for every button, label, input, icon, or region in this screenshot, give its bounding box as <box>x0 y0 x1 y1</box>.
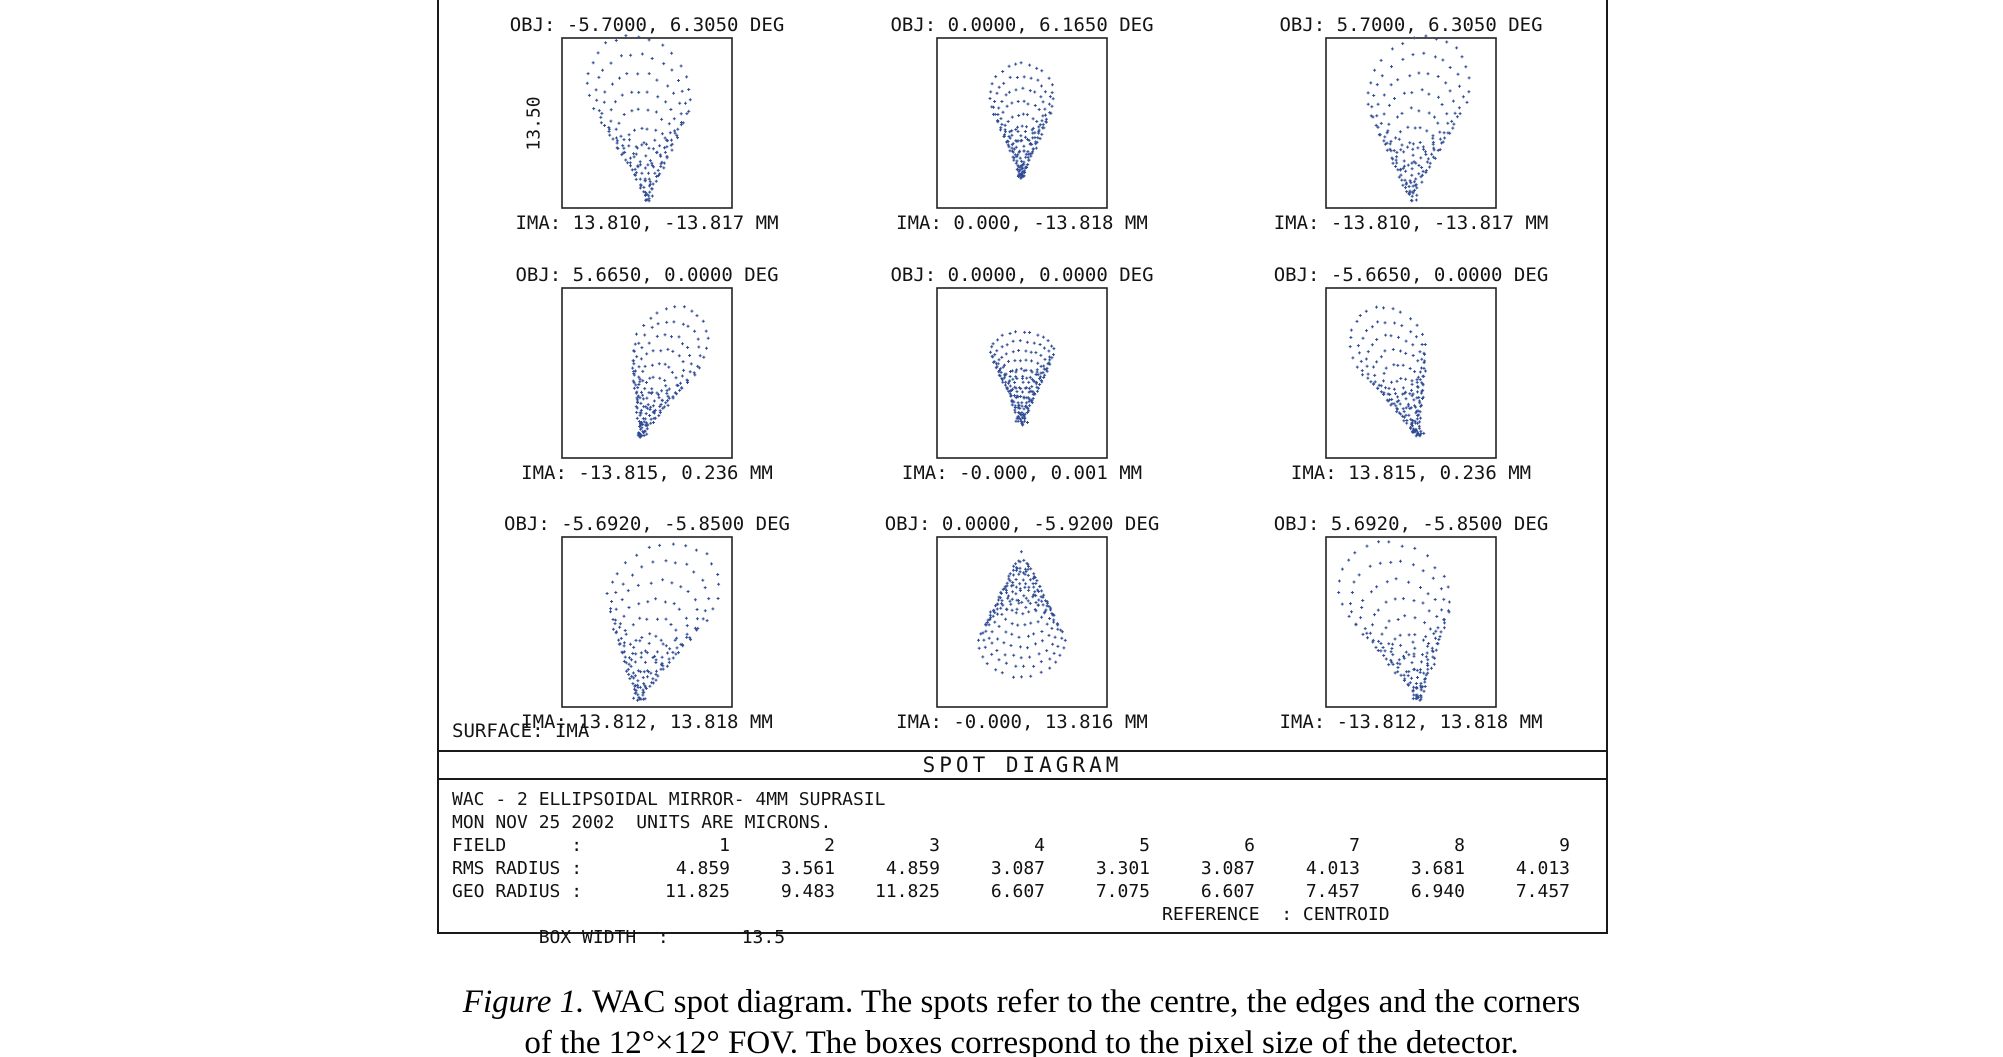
geo-value: 6.940 <box>1410 881 1465 902</box>
field-value: 2 <box>824 835 835 856</box>
spot-plot-field-3 <box>1325 34 1497 209</box>
ima-label: IMA: -0.000, 0.001 MM <box>901 462 1143 484</box>
geo-value: 11.825 <box>664 881 730 902</box>
ima-label: IMA: 0.000, -13.818 MM <box>896 212 1148 234</box>
obj-label: OBJ: 0.0000, 6.1650 DEG <box>890 14 1154 36</box>
field-value: 9 <box>1559 835 1570 856</box>
caption-line-1: Figure 1. WAC spot diagram. The spots re… <box>0 982 2003 1023</box>
spot-plot-field-8 <box>936 536 1108 708</box>
rms-value: 3.087 <box>990 858 1045 879</box>
rms-value: 3.301 <box>1095 858 1150 879</box>
spot-box <box>561 37 733 209</box>
spot-cell-field-3: OBJ: 5.7000, 6.3050 DEG IMA: -13.810, -1… <box>1241 14 1581 246</box>
spot-cell-field-8: OBJ: 0.0000, -5.9200 DEG IMA: -0.000, 13… <box>852 513 1192 745</box>
field-data-table: FIELD : 1 2 3 4 5 6 7 8 9 RMS RADIUS : 4… <box>439 834 1606 903</box>
spot-plot-field-4 <box>561 287 733 459</box>
spot-box <box>1325 37 1497 209</box>
obj-label: OBJ: -5.7000, 6.3050 DEG <box>509 14 785 36</box>
ima-label: IMA: -0.000, 13.816 MM <box>896 711 1148 733</box>
spot-plot-field-1 <box>561 34 733 209</box>
rms-value: 3.561 <box>780 858 835 879</box>
rms-value: 3.087 <box>1200 858 1255 879</box>
box-width-value: 13.5 <box>741 927 786 948</box>
spot-cell-field-7: OBJ: -5.6920, -5.8500 DEG IMA: 13.812, 1… <box>477 513 817 745</box>
box-width-row: BOX WIDTH : 13.5 REFERENCE : CENTROID <box>439 903 1606 948</box>
ima-label: IMA: 13.815, 0.236 MM <box>1290 462 1532 484</box>
spot-cell-field-1: OBJ: -5.7000, 6.3050 DEG IMA: 13.810, -1… <box>477 14 817 246</box>
figure-caption: Figure 1. WAC spot diagram. The spots re… <box>0 982 2003 1057</box>
obj-label: OBJ: 0.0000, -5.9200 DEG <box>884 513 1160 535</box>
field-value: 1 <box>719 835 730 856</box>
spot-cell-field-5: OBJ: 0.0000, 0.0000 DEG IMA: -0.000, 0.0… <box>852 264 1192 496</box>
spot-plot-field-6 <box>1325 287 1497 459</box>
spot-diagram-frame: 13.50 OBJ: -5.7000, 6.3050 DEG IMA: 13.8… <box>437 0 1608 948</box>
geo-value: 6.607 <box>1200 881 1255 902</box>
spot-plot-field-7 <box>561 536 733 708</box>
geo-value: 7.457 <box>1515 881 1570 902</box>
lens-description: WAC - 2 ELLIPSOIDAL MIRROR- 4MM SUPRASIL <box>452 789 886 810</box>
ima-label: IMA: 13.810, -13.817 MM <box>515 212 779 234</box>
caption-text: WAC spot diagram. The spots refer to the… <box>584 984 1581 1020</box>
spot-plot-field-2 <box>936 37 1108 209</box>
ima-label: IMA: -13.810, -13.817 MM <box>1273 212 1549 234</box>
date-units-line: MON NOV 25 2002 UNITS ARE MICRONS. <box>452 812 832 833</box>
field-value: 8 <box>1454 835 1465 856</box>
rms-value: 4.013 <box>1305 858 1360 879</box>
row-label-field: FIELD : <box>452 835 583 856</box>
geo-value: 7.075 <box>1095 881 1150 902</box>
obj-label: OBJ: -5.6920, -5.8500 DEG <box>504 513 790 535</box>
ima-label: IMA: -13.815, 0.236 MM <box>521 462 773 484</box>
figure-number: Figure 1. <box>462 984 585 1020</box>
spot-box <box>1325 287 1497 459</box>
reference-label: REFERENCE : CENTROID <box>1162 904 1390 925</box>
obj-label: OBJ: -5.6650, 0.0000 DEG <box>1273 264 1549 286</box>
lens-data-section: WAC - 2 ELLIPSOIDAL MIRROR- 4MM SUPRASIL… <box>439 780 1606 948</box>
spot-cell-field-2: OBJ: 0.0000, 6.1650 DEG IMA: 0.000, -13.… <box>852 14 1192 246</box>
spot-cell-field-4: OBJ: 5.6650, 0.0000 DEG IMA: -13.815, 0.… <box>477 264 817 496</box>
rms-value: 3.681 <box>1410 858 1465 879</box>
rms-value: 4.859 <box>675 858 730 879</box>
field-value: 7 <box>1349 835 1360 856</box>
spot-box <box>1325 536 1497 708</box>
spot-box <box>936 536 1108 708</box>
row-label-geo-radius: GEO RADIUS : <box>452 881 583 902</box>
field-value: 6 <box>1244 835 1255 856</box>
field-value: 4 <box>1034 835 1045 856</box>
spot-plot-field-9 <box>1325 536 1497 708</box>
obj-label: OBJ: 0.0000, 0.0000 DEG <box>890 264 1154 286</box>
caption-line-2: of the 12°×12° FOV. The boxes correspond… <box>524 1025 1519 1057</box>
spot-box <box>561 536 733 708</box>
spot-box <box>936 287 1108 459</box>
ima-label: IMA: -13.812, 13.818 MM <box>1279 711 1543 733</box>
obj-label: OBJ: 5.7000, 6.3050 DEG <box>1279 14 1543 36</box>
geo-value: 7.457 <box>1305 881 1360 902</box>
spot-cell-field-6: OBJ: -5.6650, 0.0000 DEG IMA: 13.815, 0.… <box>1241 264 1581 496</box>
spot-plot-field-5 <box>936 287 1108 459</box>
row-label-box-width: BOX WIDTH : <box>538 927 669 948</box>
ima-label: IMA: 13.812, 13.818 MM <box>521 711 773 733</box>
spot-cell-field-9: OBJ: 5.6920, -5.8500 DEG IMA: -13.812, 1… <box>1241 513 1581 745</box>
spot-box <box>561 287 733 459</box>
field-value: 3 <box>929 835 940 856</box>
rms-value: 4.013 <box>1515 858 1570 879</box>
field-value: 5 <box>1139 835 1150 856</box>
geo-value: 6.607 <box>990 881 1045 902</box>
surface-label: SURFACE: IMA <box>452 720 590 742</box>
row-label-rms-radius: RMS RADIUS : <box>452 858 583 879</box>
obj-label: OBJ: 5.6650, 0.0000 DEG <box>515 264 779 286</box>
geo-value: 11.825 <box>874 881 940 902</box>
spot-diagram-title: SPOT DIAGRAM <box>439 750 1606 780</box>
spot-box <box>936 37 1108 209</box>
geo-value: 9.483 <box>780 881 835 902</box>
obj-label: OBJ: 5.6920, -5.8500 DEG <box>1273 513 1549 535</box>
rms-value: 4.859 <box>885 858 940 879</box>
